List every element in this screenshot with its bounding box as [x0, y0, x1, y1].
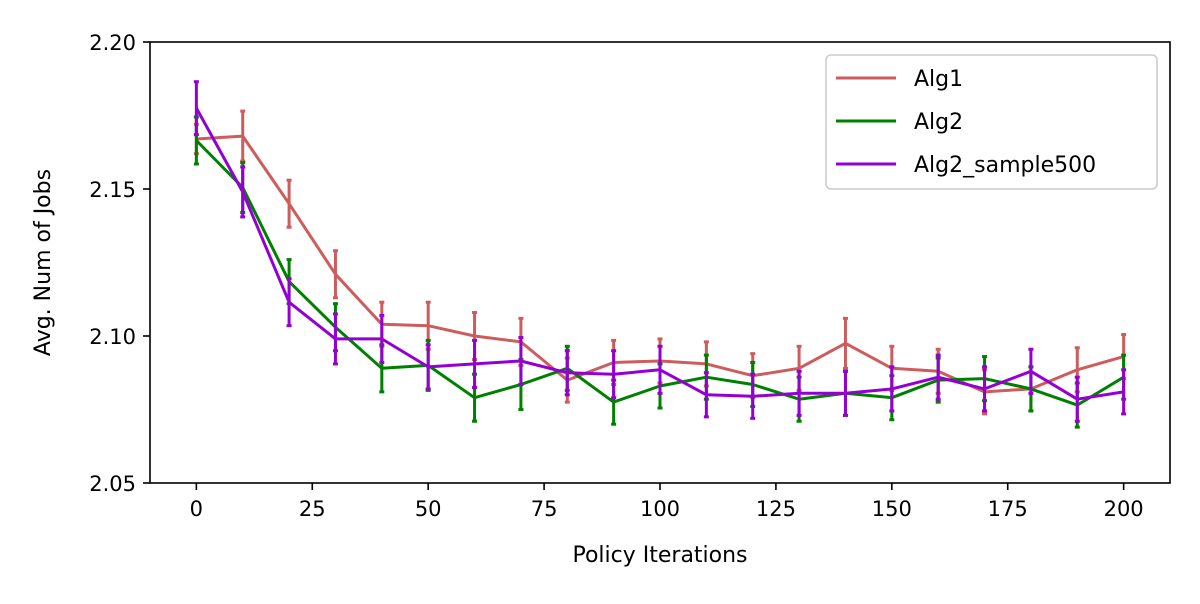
- x-tick-label: 25: [299, 497, 326, 521]
- x-tick-label: 150: [872, 497, 912, 521]
- y-axis: 2.05 2.10 2.15 2.20: [89, 31, 150, 496]
- y-tick-label: 2.10: [89, 325, 136, 349]
- y-tick-label: 2.15: [89, 178, 136, 202]
- y-axis-label: Avg. Num of Jobs: [31, 169, 56, 356]
- x-axis-label: Policy Iterations: [572, 543, 747, 568]
- y-tick-label: 2.05: [89, 472, 136, 496]
- legend-label: Alg2: [914, 110, 963, 135]
- x-tick-label: 50: [415, 497, 442, 521]
- legend-label: Alg1: [914, 67, 963, 92]
- x-tick-label: 0: [190, 497, 203, 521]
- x-tick-label: 75: [531, 497, 558, 521]
- legend-label: Alg2_sample500: [914, 153, 1096, 178]
- x-axis: 0 25 50 75 100 125 150 175 200: [190, 483, 1144, 521]
- x-tick-label: 200: [1104, 497, 1144, 521]
- x-tick-label: 125: [756, 497, 796, 521]
- x-tick-label: 100: [640, 497, 680, 521]
- y-tick-label: 2.20: [89, 31, 136, 55]
- legend: Alg1 Alg2 Alg2_sample500: [826, 55, 1157, 189]
- x-tick-label: 175: [988, 497, 1028, 521]
